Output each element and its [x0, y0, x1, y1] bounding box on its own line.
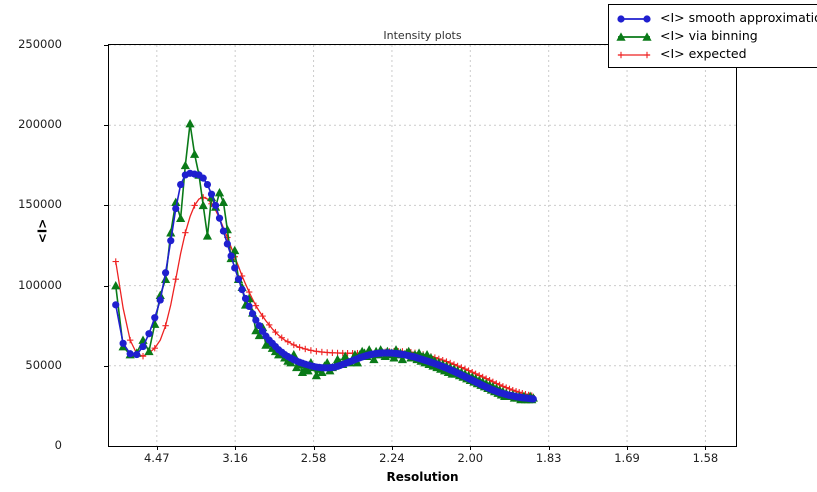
y-tick-label: 100000 — [18, 277, 62, 292]
x-tick-mark — [235, 446, 237, 450]
y-tick-label: 250000 — [18, 37, 62, 51]
legend-label: <I> via binning — [660, 28, 758, 43]
x-tick-label: 2.00 — [457, 451, 484, 465]
x-tick-mark — [627, 446, 629, 450]
x-tick-label: 1.83 — [535, 451, 562, 465]
x-tick-mark — [705, 446, 707, 450]
y-tick-label: 50000 — [25, 357, 62, 372]
legend-label: <I> expected — [660, 46, 747, 61]
legend-marker-triangle-icon — [614, 29, 654, 43]
y-tick-label: 0 — [54, 438, 62, 452]
legend-marker-plus-icon — [614, 47, 654, 61]
chart-title: Intensity plots — [383, 29, 462, 42]
legend-label: <I> smooth approximation — [660, 10, 817, 25]
chart-canvas — [109, 45, 736, 446]
x-tick-label: 2.58 — [300, 451, 327, 465]
y-tick-mark — [104, 125, 108, 127]
x-tick-label: 1.69 — [614, 451, 640, 465]
y-tick-label: 150000 — [18, 197, 62, 212]
x-tick-mark — [391, 446, 393, 450]
y-tick-mark — [104, 205, 108, 207]
x-tick-mark — [313, 446, 315, 450]
x-tick-mark — [156, 446, 158, 450]
x-tick-label: 2.24 — [379, 451, 405, 465]
x-axis-label: Resolution — [386, 470, 459, 484]
x-tick-mark — [548, 446, 550, 450]
y-tick-label: 200000 — [18, 117, 62, 132]
legend-item[interactable]: <I> expected — [614, 45, 817, 63]
y-tick-mark — [104, 45, 108, 46]
y-tick-mark — [104, 285, 108, 287]
legend-marker-circle-icon — [614, 11, 654, 25]
x-tick-mark — [470, 446, 472, 450]
gridlines — [109, 45, 736, 446]
x-tick-label: 1.58 — [692, 451, 719, 465]
x-tick-label: 4.47 — [143, 451, 170, 465]
chart-legend: <I> smooth approximation <I> via binning <… — [608, 4, 817, 68]
legend-item[interactable]: <I> smooth approximation — [614, 9, 817, 27]
series-0 — [112, 169, 537, 403]
y-axis-label: <I> — [35, 218, 50, 244]
series-1 — [111, 118, 538, 404]
x-tick-label: 3.16 — [222, 451, 248, 465]
y-tick-mark — [104, 365, 108, 367]
legend-item[interactable]: <I> via binning — [614, 27, 817, 45]
plot-area — [108, 44, 737, 447]
